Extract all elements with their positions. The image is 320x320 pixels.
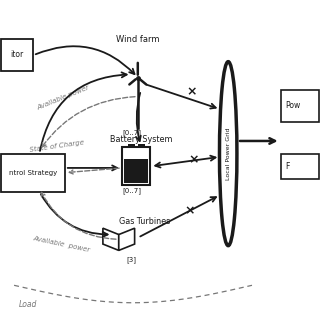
Bar xyxy=(124,159,148,183)
Bar xyxy=(281,154,319,179)
Text: ×: × xyxy=(188,154,198,166)
Bar xyxy=(128,143,135,147)
Bar xyxy=(122,147,150,185)
Text: ×: × xyxy=(187,85,197,98)
Text: ntrol Strategy: ntrol Strategy xyxy=(9,170,57,176)
Text: Wind farm: Wind farm xyxy=(116,35,160,44)
Polygon shape xyxy=(119,228,135,251)
Text: ×: × xyxy=(185,204,196,217)
Text: [3]: [3] xyxy=(126,257,136,263)
Text: [0..7]: [0..7] xyxy=(122,187,141,194)
Ellipse shape xyxy=(220,62,237,246)
Text: State of Charge: State of Charge xyxy=(29,139,84,153)
Text: Battery System: Battery System xyxy=(110,135,172,144)
Bar xyxy=(1,39,33,71)
Bar xyxy=(281,90,319,122)
Text: Gas Turbines: Gas Turbines xyxy=(118,217,170,226)
Text: Available power: Available power xyxy=(36,85,90,111)
Text: Pow: Pow xyxy=(285,100,300,110)
Bar xyxy=(1,154,65,192)
Text: [0..7]: [0..7] xyxy=(122,130,141,136)
Text: itor: itor xyxy=(11,50,24,59)
Text: Local Power Grid: Local Power Grid xyxy=(226,127,231,180)
Bar xyxy=(138,143,145,147)
Text: Available  power: Available power xyxy=(33,235,91,253)
Polygon shape xyxy=(103,228,119,251)
Text: F: F xyxy=(285,163,290,172)
Text: Load: Load xyxy=(19,300,37,309)
